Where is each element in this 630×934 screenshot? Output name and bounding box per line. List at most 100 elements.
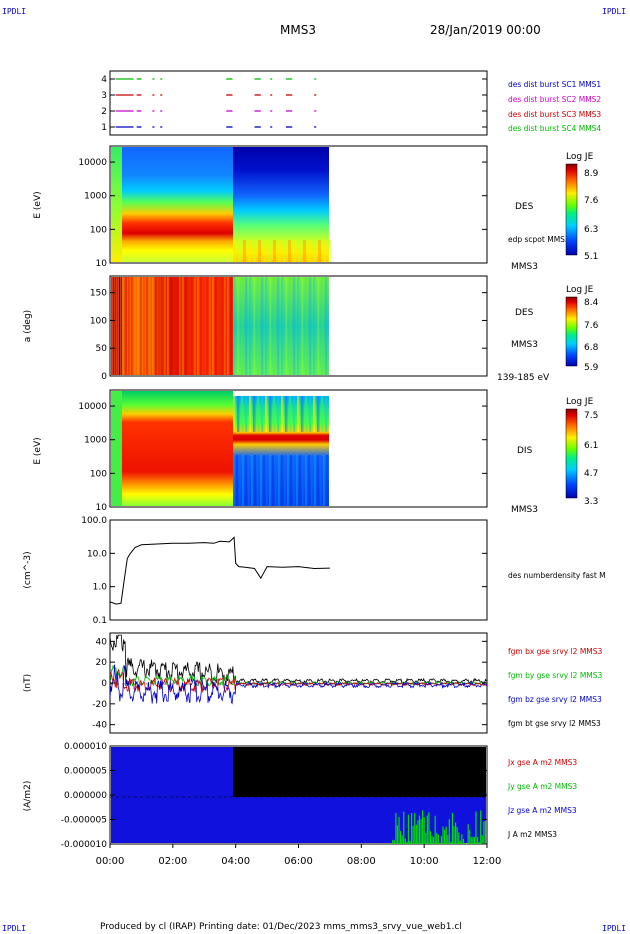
spectrogram-stripe: [164, 277, 166, 375]
time-tick-label: 04:00: [221, 856, 250, 867]
corner-label-bottom-right: IPDLI: [602, 924, 626, 933]
panel-magnetic-field: (nT) -40 -20 0 20 40 fgm bx gse srvy l2 MMS3…: [23, 632, 603, 734]
spectrogram-stripe: [254, 455, 256, 506]
corner-label-top-right: IPDLI: [602, 7, 626, 16]
spectrogram-stripe: [325, 396, 328, 432]
legend-bx: fgm bx gse srvy l2 MMS3: [508, 647, 603, 656]
current-y-tick-label: 0.000005: [64, 767, 107, 777]
des-energy-colorbar-tick: 8.9: [584, 169, 599, 179]
spectrogram-stripe: [236, 455, 238, 506]
spectrogram-stripe: [227, 277, 229, 375]
spectrogram-stripe: [253, 277, 256, 375]
spectrogram-stripe: [328, 240, 331, 262]
spectrogram-stripe: [317, 396, 320, 432]
spectrogram-stripe: [215, 277, 217, 375]
spectrogram-stripe: [218, 277, 220, 375]
density-y-tick-label: 0.1: [93, 616, 107, 626]
spectrogram-stripe: [258, 240, 261, 262]
spectrogram-stripe: [253, 240, 256, 262]
legend-des-burst-mms3: des dist burst SC3 MMS3: [508, 110, 601, 119]
legend-jz: Jz gse A m2 MMS3: [507, 806, 577, 815]
time-axis: 00:00 02:00 04:00 06:00 08:00 10:00 12:00: [96, 844, 501, 867]
dis-energy-y-tick-label: 100: [90, 469, 107, 479]
spectrogram-stripe: [155, 277, 157, 375]
des-energy-scpot-label: edp scpot MMS3: [508, 235, 570, 244]
spectrogram-stripe: [248, 455, 250, 506]
time-tick-label: 08:00: [347, 856, 376, 867]
pitch-angle-y-tick-label: 0: [101, 372, 107, 382]
bfield-y-tick-label: 40: [96, 637, 108, 647]
spectrogram-stripe: [245, 455, 247, 506]
plot-date: 28/Jan/2019 00:00: [430, 23, 541, 37]
spectrogram-stripe: [179, 277, 181, 375]
legend-jx: Jx gse A m2 MMS3: [507, 758, 577, 767]
spectrogram-stripe: [200, 277, 202, 375]
spectrogram-stripe: [313, 277, 316, 375]
dis-energy-colorbar-tick: 6.1: [584, 441, 598, 451]
spacecraft-title: MMS3: [280, 23, 316, 37]
spectrogram-stripe: [268, 240, 271, 262]
spectrogram-stripe: [281, 396, 284, 432]
spectrogram-stripe: [325, 277, 328, 375]
corner-label-top-left: IPDLI: [2, 7, 26, 16]
pitch-angle-colorbar-tick: 7.6: [584, 321, 599, 331]
spectrogram-stripe: [302, 455, 304, 506]
spectrogram-stripe: [261, 277, 264, 375]
burst-y-tick-label: 2: [101, 107, 107, 117]
spectrogram-stripe: [272, 455, 274, 506]
bfield-ylabel: (nT): [23, 674, 33, 692]
spectrogram-stripe: [273, 277, 276, 375]
spectrogram-stripe: [239, 455, 241, 506]
dis-energy-colorbar-tick: 4.7: [584, 469, 598, 479]
spectrogram-stripe: [125, 277, 127, 375]
spectrogram-stripe: [185, 277, 187, 375]
pitch-angle-colorbar-tick: 6.8: [584, 343, 599, 353]
dis-energy-spacecraft-label: MMS3: [511, 505, 538, 515]
spectrogram-stripe: [134, 277, 136, 375]
spectrogram-stripe: [303, 240, 306, 262]
spectrogram-stripe: [281, 455, 283, 506]
spectrogram-stripe: [281, 277, 284, 375]
spectrogram-stripe: [245, 277, 248, 375]
spectrogram-stripe: [273, 396, 276, 432]
dis-energy-colorbar-tick: 7.5: [584, 411, 598, 421]
panel-des-pitch-angle: a (deg) 0 50 100 150 DES MMS3 139-185 eV Lo…: [23, 275, 599, 383]
burst-y-tick-label: 3: [101, 91, 107, 101]
legend-by: fgm by gse srvy l2 MMS3: [508, 671, 603, 680]
current-y-tick-label: 0.000000: [64, 791, 107, 801]
dis-energy-ylabel: E (eV): [33, 437, 43, 464]
bfield-y-tick-label: -40: [92, 721, 107, 731]
spectrogram-stripe: [257, 277, 260, 375]
spectrogram-stripe: [321, 277, 324, 375]
spectrogram-stripe: [269, 455, 271, 506]
pitch-angle-colorbar-title: Log JE: [566, 285, 594, 295]
spectrogram-stripe: [188, 277, 190, 375]
panel-des-energy: E (eV) 10 100 1000 10000 DES edp scpot MMS3…: [33, 145, 599, 272]
spectrogram-stripe: [298, 240, 301, 262]
current-ylabel: (A/m2): [23, 781, 33, 812]
spectrogram-stripe: [266, 455, 268, 506]
dis-energy-y-tick-label: 10000: [78, 402, 107, 412]
spectrogram-stripe: [224, 277, 226, 375]
spectrogram-stripe: [305, 396, 308, 432]
bfield-y-tick-label: 0: [101, 679, 107, 689]
spectrogram-stripe: [176, 277, 178, 375]
pitch-angle-colorbar: [565, 296, 578, 367]
spectrogram-stripe: [317, 277, 320, 375]
spectrogram-stripe: [257, 396, 260, 432]
spectrogram-stripe: [285, 396, 288, 432]
burst-y-tick-label: 1: [101, 123, 107, 133]
des-energy-colorbar-tick: 7.6: [584, 196, 599, 206]
des-energy-spacecraft-label: MMS3: [511, 262, 538, 272]
legend-des-burst-mms4: des dist burst SC4 MMS4: [508, 124, 601, 133]
des-energy-y-tick-label: 10000: [78, 158, 107, 168]
spectrogram-stripe: [263, 240, 266, 262]
spectrogram-stripe: [305, 455, 307, 506]
spectrogram-stripe: [293, 277, 296, 375]
legend-bt: fgm bt gse srvy l2 MMS3: [508, 719, 601, 728]
pitch-angle-spectrogram-lobe: [233, 277, 329, 375]
spectrogram-stripe: [119, 277, 121, 375]
panel-current-density: (A/m2) -0.000010 -0.000005 0.000000 0.00000…: [23, 742, 577, 850]
spectrogram-stripe: [191, 277, 193, 375]
spectrogram-stripe: [297, 396, 300, 432]
